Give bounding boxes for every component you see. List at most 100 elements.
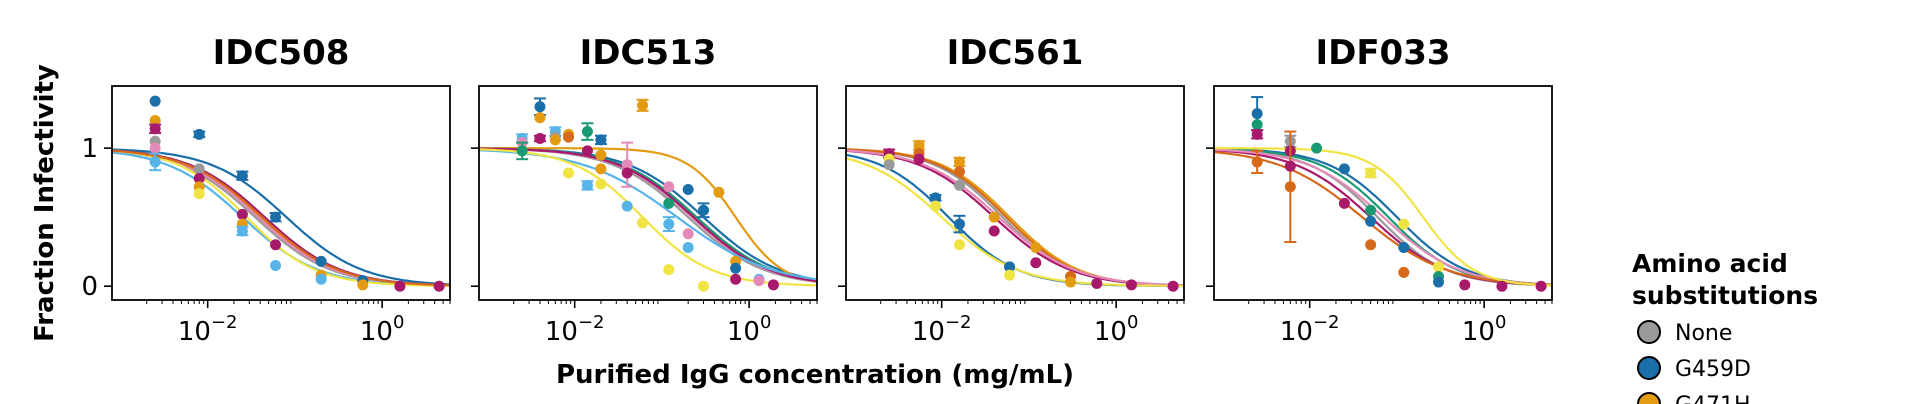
data-point — [270, 211, 282, 223]
data-point — [1365, 215, 1377, 227]
data-point — [1284, 181, 1296, 193]
data-point — [1398, 242, 1410, 254]
data-point — [1365, 204, 1377, 216]
data-point — [1125, 279, 1137, 291]
data-points — [883, 139, 1179, 292]
data-point — [149, 115, 161, 127]
data-point — [1398, 218, 1410, 230]
y-tick-label: 1 — [81, 134, 98, 164]
data-point — [663, 181, 675, 193]
data-point — [1251, 108, 1263, 120]
y-axis-label: Fraction Infectivity — [30, 64, 60, 342]
data-point — [1496, 280, 1508, 292]
plot-frame — [478, 85, 818, 301]
data-point — [663, 197, 675, 209]
data-point — [193, 173, 205, 185]
fit-curve — [479, 147, 817, 283]
curves — [479, 147, 817, 287]
data-point — [1251, 128, 1263, 140]
data-point — [149, 156, 161, 168]
data-point — [149, 95, 161, 107]
panel-idc508: IDC508 10−2 100 0 1 — [81, 33, 451, 347]
data-point — [236, 208, 248, 220]
data-point — [753, 275, 765, 287]
legend-title-line-2: substitutions — [1632, 281, 1818, 310]
data-point — [1091, 277, 1103, 289]
data-point — [988, 225, 1000, 237]
data-point — [193, 128, 205, 140]
data-point — [1251, 156, 1263, 168]
data-point — [663, 264, 675, 276]
x-tick-label: 10−2 — [178, 312, 238, 347]
panel-title: IDF033 — [1315, 33, 1450, 73]
data-point — [149, 142, 161, 154]
fit-curve — [1214, 147, 1552, 287]
fit-curve — [112, 149, 450, 287]
plot-frame — [845, 85, 1185, 301]
panels: IDC508 10−2 100 0 1 IDC513 10−2 100 IDC561 10−2 10… — [81, 33, 1553, 347]
data-point — [953, 166, 965, 178]
data-point — [930, 200, 942, 212]
data-point — [549, 134, 561, 146]
data-point — [663, 218, 675, 230]
data-point — [1433, 276, 1445, 288]
data-point — [1030, 242, 1042, 254]
legend-label: None — [1675, 321, 1732, 346]
data-point — [730, 273, 742, 285]
data-point — [534, 112, 546, 124]
data-point — [394, 280, 406, 292]
legend-label: G459D — [1675, 357, 1751, 382]
data-point — [595, 163, 607, 175]
data-point — [883, 159, 895, 171]
data-point — [1459, 279, 1471, 291]
x-tick-label: 10−2 — [912, 312, 972, 347]
data-point — [563, 131, 575, 143]
data-point — [637, 99, 649, 111]
x-tick-label: 100 — [727, 312, 772, 347]
fit-curve — [1214, 151, 1552, 286]
curves — [1214, 147, 1552, 287]
data-point — [534, 132, 546, 144]
data-point — [149, 123, 161, 135]
data-point — [315, 255, 327, 267]
legend-marker — [1637, 392, 1661, 404]
data-point — [516, 145, 528, 157]
data-point — [682, 228, 694, 240]
data-point — [315, 273, 327, 285]
data-point — [1338, 163, 1350, 175]
data-point — [1004, 261, 1016, 273]
panel-title: IDC508 — [213, 33, 350, 73]
data-point — [1398, 266, 1410, 278]
legend-entries: None G459D G471H — [1637, 320, 1751, 404]
data-point — [581, 126, 593, 138]
data-point — [581, 145, 593, 157]
data-point — [1251, 119, 1263, 131]
data-point — [698, 204, 710, 216]
data-point — [1004, 269, 1016, 281]
panel-idf033: IDF033 10−2 100 — [1206, 33, 1553, 347]
data-point — [698, 280, 710, 292]
fit-curve — [112, 149, 450, 287]
x-tick-label: 100 — [1094, 312, 1139, 347]
x-tick-label: 100 — [360, 312, 405, 347]
data-point — [595, 178, 607, 190]
data-point — [1167, 280, 1179, 292]
data-point — [193, 163, 205, 175]
data-point — [193, 188, 205, 200]
data-point — [1311, 142, 1323, 154]
data-point — [1030, 257, 1042, 269]
data-point — [1284, 160, 1296, 172]
x-axis-label: Purified IgG concentration (mg/mL) — [556, 360, 1074, 390]
data-point — [621, 167, 633, 179]
panel-idc561: IDC561 10−2 100 — [838, 33, 1185, 347]
data-point — [357, 279, 369, 291]
data-point — [1365, 167, 1377, 179]
data-point — [534, 101, 546, 113]
x-tick-label: 100 — [1462, 312, 1507, 347]
legend-label: G471H — [1675, 393, 1751, 404]
legend-marker — [1637, 356, 1661, 380]
data-point — [621, 159, 633, 171]
data-point — [1433, 261, 1445, 273]
data-point — [433, 280, 445, 292]
data-point — [1365, 239, 1377, 251]
